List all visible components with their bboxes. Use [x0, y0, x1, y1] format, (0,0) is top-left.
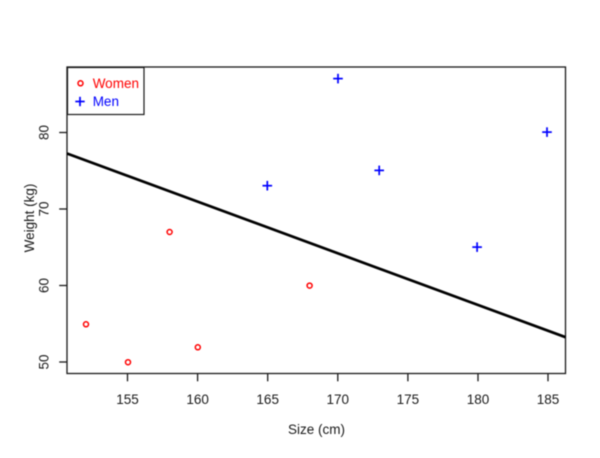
svg-text:155: 155: [116, 392, 139, 407]
svg-text:185: 185: [537, 392, 560, 407]
svg-text:160: 160: [186, 392, 209, 407]
svg-text:Size (cm): Size (cm): [288, 422, 345, 437]
svg-text:70: 70: [37, 201, 52, 216]
svg-text:80: 80: [37, 125, 52, 140]
svg-text:Men: Men: [93, 94, 119, 109]
svg-text:50: 50: [37, 354, 52, 369]
svg-text:175: 175: [397, 392, 420, 407]
svg-text:180: 180: [467, 392, 490, 407]
svg-text:Women: Women: [93, 76, 139, 91]
svg-text:165: 165: [256, 392, 279, 407]
svg-text:60: 60: [37, 278, 52, 293]
svg-text:170: 170: [327, 392, 350, 407]
svg-text:Weight (kg): Weight (kg): [22, 184, 37, 253]
